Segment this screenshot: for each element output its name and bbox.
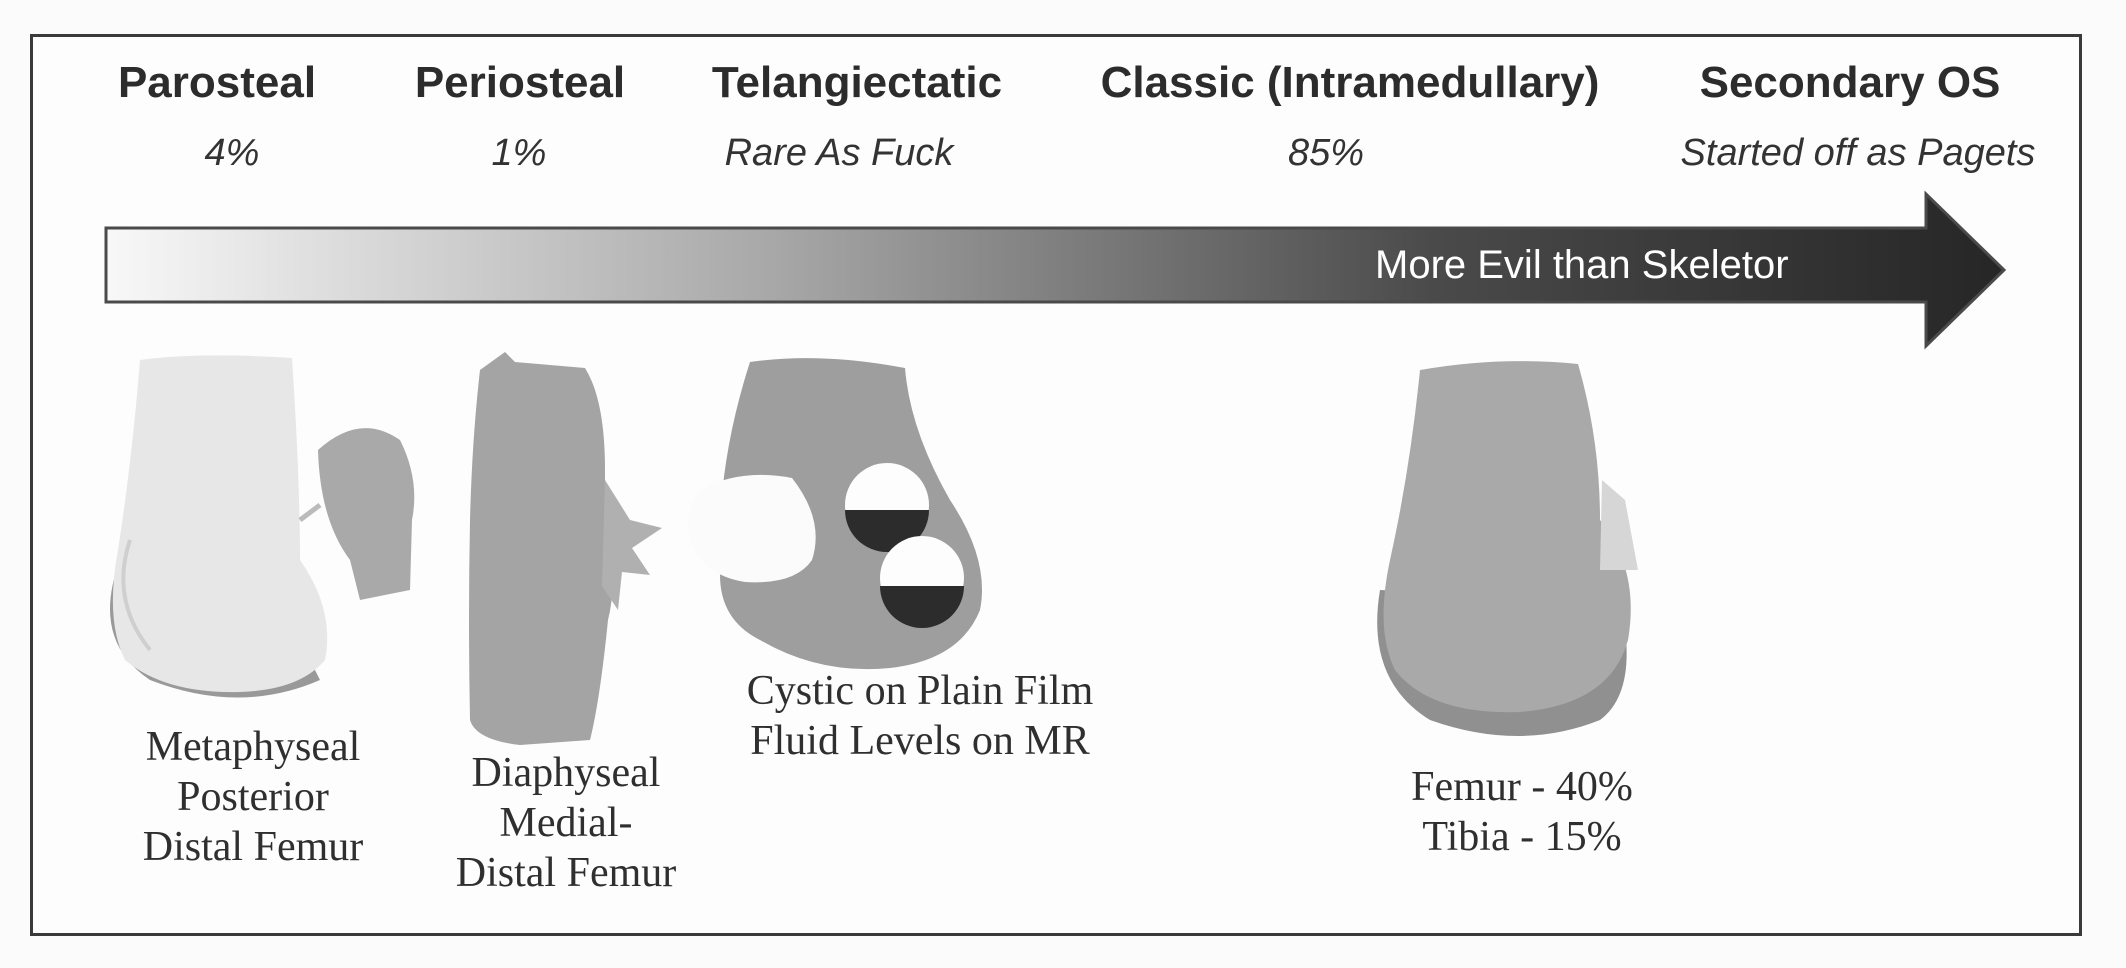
heading-parosteal: Parosteal <box>117 58 317 107</box>
frequency-secondary-os: Started off as Pagets <box>1680 132 2036 174</box>
caption-telangiectatic: Cystic on Plain Film Fluid Levels on MR <box>747 666 1094 766</box>
caption-periosteal: Diaphyseal Medial- Distal Femur <box>456 748 676 898</box>
frequency-telangiectatic: Rare As Fuck <box>724 132 954 174</box>
caption-line: Femur - 40% <box>1411 764 1633 810</box>
caption-line: Tibia - 15% <box>1422 814 1622 860</box>
heading-periosteal: Periosteal <box>414 58 626 107</box>
caption-line: Medial- <box>499 800 633 846</box>
classic-bone-icon <box>1377 361 1638 736</box>
caption-line: Distal Femur <box>455 850 677 896</box>
heading-telangiectatic: Telangiectatic <box>711 58 1003 107</box>
caption-classic: Femur - 40% Tibia - 15% <box>1411 762 1633 862</box>
caption-line: Metaphyseal <box>145 724 361 770</box>
caption-line: Fluid Levels on MR <box>750 718 1090 764</box>
caption-parosteal: Metaphyseal Posterior Distal Femur <box>143 722 363 872</box>
periosteal-bone-icon <box>469 352 662 745</box>
arrow-label: More Evil than Skeletor <box>1375 243 1789 287</box>
caption-line: Posterior <box>177 774 329 820</box>
arrow-shape <box>104 190 2007 350</box>
telangiectatic-bone-icon <box>688 358 982 670</box>
frequency-parosteal: 4% <box>204 132 260 174</box>
caption-line: Diaphyseal <box>471 750 661 796</box>
caption-line: Cystic on Plain Film <box>746 668 1094 714</box>
heading-secondary-os: Secondary OS <box>1699 58 2001 107</box>
heading-classic: Classic (Intramedullary) <box>1100 58 1600 107</box>
caption-line: Distal Femur <box>142 824 364 870</box>
frequency-periosteal: 1% <box>491 132 547 174</box>
parosteal-bone-icon <box>110 355 415 698</box>
severity-arrow <box>104 190 2007 350</box>
frequency-classic: 85% <box>1287 132 1365 174</box>
